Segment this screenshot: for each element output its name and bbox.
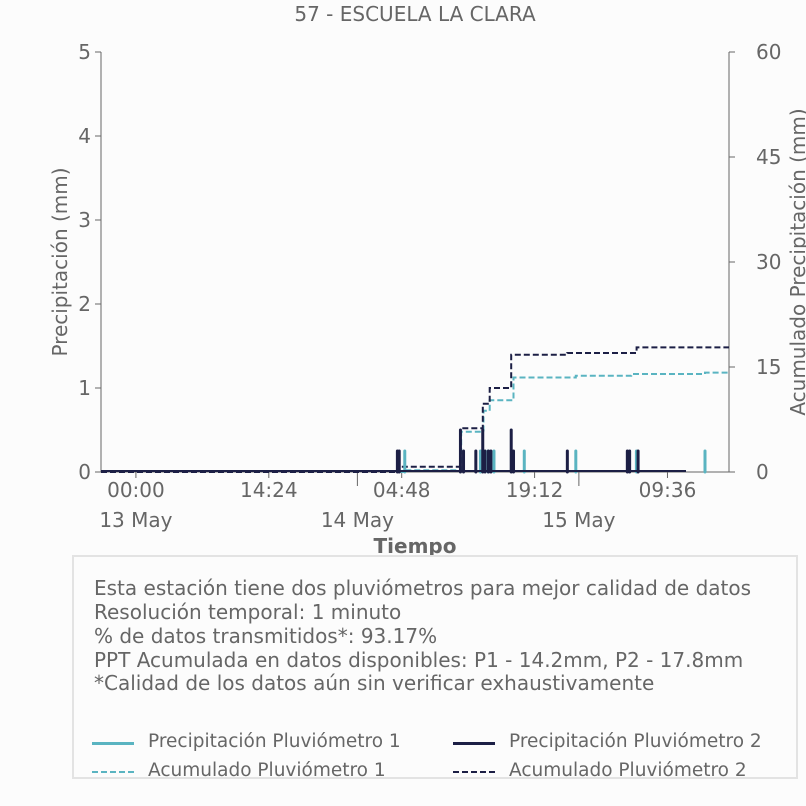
- chart-title: 57 - ESCUELA LA CLARA: [294, 2, 536, 26]
- y-left-tick-label: 0: [78, 460, 91, 484]
- legend-swatch-precip-2: [453, 742, 495, 745]
- x-tick-label: 19:12: [506, 478, 564, 502]
- info-line-two-gauges: Esta estación tiene dos pluviómetros par…: [94, 576, 752, 600]
- y-right-tick-label: 60: [756, 40, 781, 64]
- legend-label-accum-2: Acumulado Pluviómetro 2: [509, 760, 747, 781]
- x-axis-label: Tiempo: [374, 534, 457, 558]
- legend-swatch-precip-1: [92, 742, 134, 745]
- y-left-tick-label: 3: [78, 208, 91, 232]
- y-left-tick-label: 4: [78, 124, 91, 148]
- x-tick-label: 00:00: [107, 478, 165, 502]
- info-line-quality-note: *Calidad de los datos aún sin verificar …: [94, 671, 655, 695]
- y-right-tick-label: 0: [756, 460, 769, 484]
- x-tick-label: 09:36: [639, 478, 697, 502]
- y-axis-right-label: Acumulado Precipitación (mm): [786, 108, 806, 415]
- y-right-tick-label: 45: [756, 145, 781, 169]
- legend-label-precip-1: Precipitación Pluviómetro 1: [148, 731, 401, 752]
- info-line-resolution: Resolución temporal: 1 minuto: [94, 600, 402, 624]
- accumulated-line-gauge-2: [101, 346, 729, 473]
- x-date-label: 13 May: [99, 508, 172, 532]
- y-right-tick-label: 30: [756, 250, 781, 274]
- y-left-tick-label: 2: [78, 292, 91, 316]
- y-axis-left-label: Precipitación (mm): [48, 167, 72, 356]
- info-line-accumulated: PPT Acumulada en datos disponibles: P1 -…: [94, 648, 744, 672]
- y-right-tick-label: 15: [756, 355, 781, 379]
- x-date-label: 14 May: [321, 508, 394, 532]
- x-tick-label: 14:24: [240, 478, 298, 502]
- accumulated-line-gauge-1: [101, 371, 729, 473]
- legend-swatch-accum-2: [453, 771, 495, 773]
- legend-label-accum-1: Acumulado Pluviómetro 1: [148, 760, 386, 781]
- y-left-tick-label: 5: [78, 40, 91, 64]
- legend-swatch-accum-1: [92, 771, 134, 773]
- y-left-tick-label: 1: [78, 376, 91, 400]
- info-legend-box: Esta estación tiene dos pluviómetros par…: [72, 555, 798, 781]
- info-line-transmitted: % de datos transmitidos*: 93.17%: [94, 624, 438, 648]
- x-tick-label: 04:48: [373, 478, 431, 502]
- x-date-label: 15 May: [542, 508, 615, 532]
- legend-label-precip-2: Precipitación Pluviómetro 2: [509, 731, 762, 752]
